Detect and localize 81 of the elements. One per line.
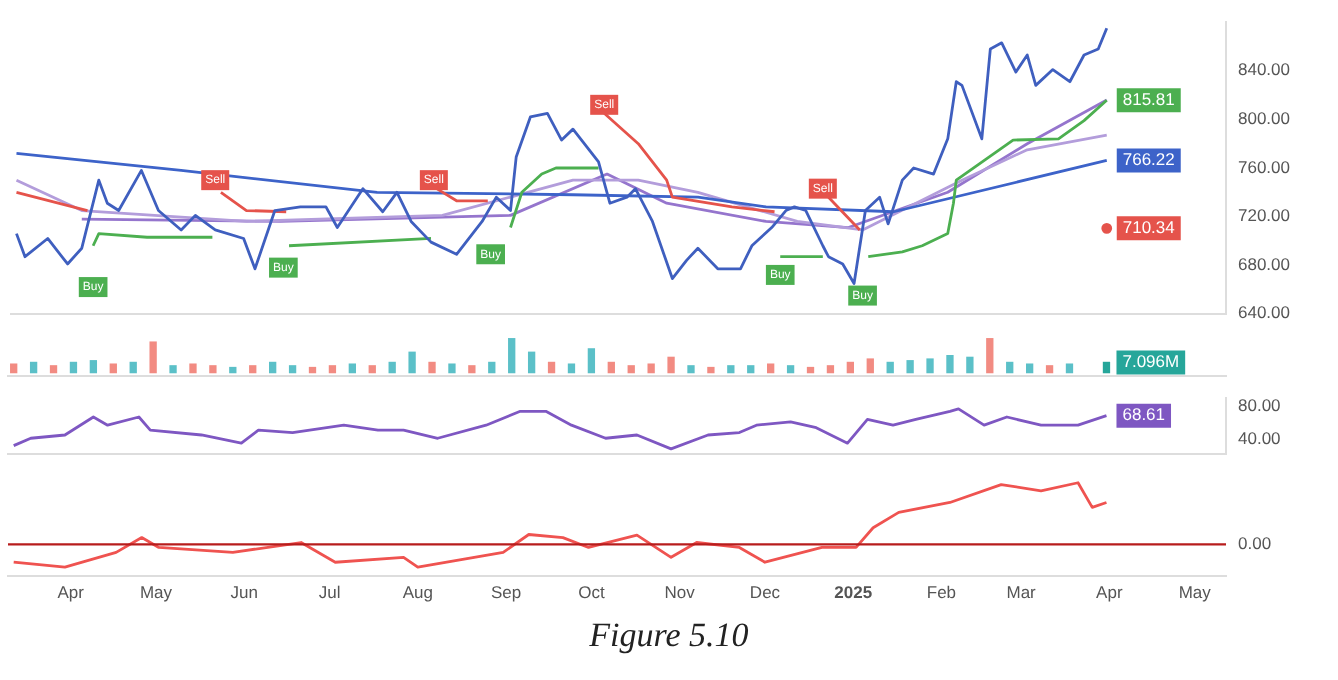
x-tick-label: Apr <box>1096 582 1123 603</box>
bar <box>1065 363 1074 374</box>
bar <box>269 361 277 374</box>
bar <box>607 361 615 374</box>
ref-line-label: 0.00 <box>1238 533 1272 554</box>
bar <box>547 361 556 374</box>
annotation: 7.096M <box>1122 351 1180 372</box>
bar <box>786 365 795 374</box>
bar <box>149 341 157 374</box>
bar <box>627 365 635 374</box>
bar <box>986 338 994 374</box>
bar <box>488 361 496 374</box>
y-tick-label: 760.00 <box>1238 156 1291 177</box>
bar <box>288 365 297 374</box>
bar <box>29 361 38 374</box>
y-tick-label: 840.00 <box>1238 59 1291 80</box>
x-tick-label: Jul <box>318 582 341 603</box>
bar <box>886 361 894 374</box>
bar <box>328 365 337 374</box>
bar <box>209 365 217 374</box>
data-label: 815.81 <box>1122 88 1176 109</box>
bar <box>189 363 197 374</box>
x-tick-label: Oct <box>578 582 606 603</box>
bar <box>826 365 835 374</box>
bar <box>1102 361 1111 374</box>
bar <box>866 358 874 374</box>
bar <box>647 363 655 374</box>
bar <box>906 360 914 374</box>
bar <box>846 361 855 374</box>
x-tick-label: May <box>1178 582 1213 603</box>
y-tick-label: 720.00 <box>1238 205 1291 226</box>
bar <box>408 351 416 374</box>
bar <box>946 355 954 374</box>
bar <box>448 363 456 374</box>
bar <box>249 365 257 374</box>
y-tick-label: 640.00 <box>1238 302 1291 323</box>
x-tick-label: Sep <box>490 582 522 603</box>
bar <box>687 365 695 374</box>
x-tick-label: Dec <box>749 582 782 603</box>
bar <box>49 365 58 374</box>
bar <box>527 351 536 374</box>
bar <box>368 365 376 374</box>
bar <box>109 363 117 374</box>
x-tick-label: Apr <box>57 582 85 603</box>
bar <box>169 365 177 374</box>
x-tick-label: 2025 <box>834 582 873 603</box>
x-tick-label: May <box>139 582 174 603</box>
bar <box>388 361 396 374</box>
bar <box>767 363 775 374</box>
bar <box>587 348 596 374</box>
y-tick-label: 40.00 <box>1238 427 1282 448</box>
bar <box>428 361 436 374</box>
x-tick-label: Feb <box>926 582 957 603</box>
data-label: 68.61 <box>1122 404 1166 425</box>
bar <box>508 338 516 374</box>
bar <box>966 356 974 374</box>
x-tick-label: Mar <box>1006 582 1037 603</box>
bar <box>69 361 78 374</box>
caption: Figure 5.10 <box>587 616 751 656</box>
bar <box>468 365 476 374</box>
bar <box>567 363 576 374</box>
y-tick-label: 680.00 <box>1238 253 1291 274</box>
x-tick-label: Nov <box>664 582 697 603</box>
bar <box>667 356 675 374</box>
bar <box>1006 361 1014 374</box>
bar <box>707 366 715 374</box>
bar <box>348 363 356 374</box>
bar <box>747 365 755 374</box>
x-tick-label: Aug <box>402 582 434 603</box>
bar <box>727 365 735 374</box>
bar <box>926 358 934 374</box>
bar <box>129 361 137 374</box>
data-label: 710.34 <box>1122 217 1176 238</box>
bar <box>89 360 98 374</box>
y-tick-label: 800.00 <box>1238 108 1291 129</box>
data-label: 766.22 <box>1122 149 1176 170</box>
bar <box>1045 365 1054 374</box>
y-tick-label: 80.00 <box>1238 395 1282 416</box>
x-tick-label: Jun <box>230 582 259 603</box>
bar <box>1025 363 1034 374</box>
bar <box>10 363 18 374</box>
